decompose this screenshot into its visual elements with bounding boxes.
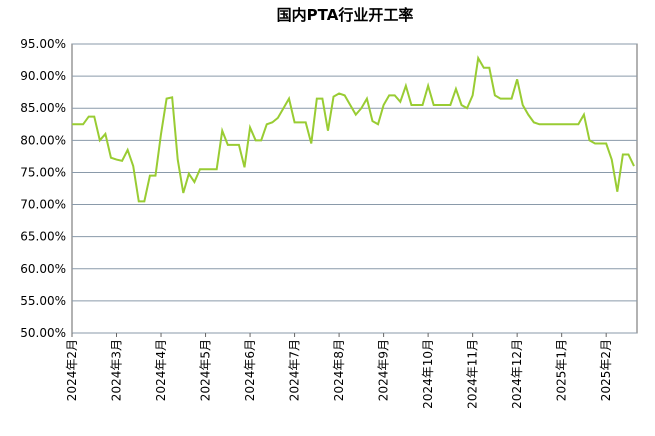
y-tick-label: 70.00% xyxy=(20,198,66,212)
x-tick-label: 2024年12月 xyxy=(510,339,524,409)
y-tick-label: 85.00% xyxy=(20,101,66,115)
y-tick-label: 90.00% xyxy=(20,69,66,83)
x-tick-label: 2024年6月 xyxy=(243,339,257,401)
x-tick-label: 2024年7月 xyxy=(288,339,302,401)
x-tick-label: 2024年2月 xyxy=(65,339,79,401)
x-tick-label: 2024年9月 xyxy=(377,339,391,401)
y-tick-label: 80.00% xyxy=(20,133,66,147)
x-tick-label: 2024年10月 xyxy=(421,339,435,409)
data-line xyxy=(72,55,635,203)
chart-title: 国内PTA行业开工率 xyxy=(277,6,414,24)
y-tick-label: 55.00% xyxy=(20,294,66,308)
x-tick-label: 2024年4月 xyxy=(154,339,168,401)
x-tick-label: 2025年2月 xyxy=(599,339,613,401)
y-tick-label: 50.00% xyxy=(20,326,66,340)
y-tick-label: 95.00% xyxy=(20,37,66,51)
x-tick-label: 2024年3月 xyxy=(110,339,124,401)
y-tick-label: 65.00% xyxy=(20,230,66,244)
x-tick-label: 2025年1月 xyxy=(555,339,569,401)
x-tick-label: 2024年5月 xyxy=(199,339,213,401)
y-tick-label: 60.00% xyxy=(20,262,66,276)
x-tick-label: 2024年11月 xyxy=(466,339,480,409)
plot-area xyxy=(71,43,638,334)
x-tick-label: 2024年8月 xyxy=(332,339,346,401)
y-tick-label: 75.00% xyxy=(20,165,66,179)
